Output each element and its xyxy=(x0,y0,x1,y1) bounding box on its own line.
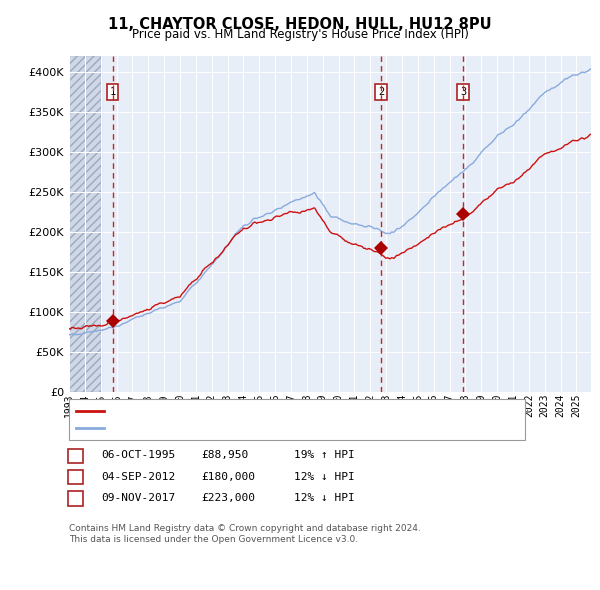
Text: 04-SEP-2012: 04-SEP-2012 xyxy=(101,472,175,481)
Text: 11, CHAYTOR CLOSE, HEDON, HULL, HU12 8PU: 11, CHAYTOR CLOSE, HEDON, HULL, HU12 8PU xyxy=(108,17,492,31)
Text: HPI: Average price, detached house, East Riding of Yorkshire: HPI: Average price, detached house, East… xyxy=(109,423,424,433)
Text: £88,950: £88,950 xyxy=(201,451,248,460)
Text: 12% ↓ HPI: 12% ↓ HPI xyxy=(294,493,355,503)
Text: 1: 1 xyxy=(110,87,116,97)
Text: Price paid vs. HM Land Registry's House Price Index (HPI): Price paid vs. HM Land Registry's House … xyxy=(131,28,469,41)
Text: This data is licensed under the Open Government Licence v3.0.: This data is licensed under the Open Gov… xyxy=(69,535,358,543)
Text: £223,000: £223,000 xyxy=(201,493,255,503)
Bar xyxy=(69,56,101,392)
Bar xyxy=(69,56,101,392)
Text: 3: 3 xyxy=(72,493,79,503)
Text: 19% ↑ HPI: 19% ↑ HPI xyxy=(294,451,355,460)
Text: 1: 1 xyxy=(72,451,79,460)
Text: 2: 2 xyxy=(378,87,384,97)
Text: 11, CHAYTOR CLOSE, HEDON, HULL, HU12 8PU (detached house): 11, CHAYTOR CLOSE, HEDON, HULL, HU12 8PU… xyxy=(109,406,447,416)
Text: Contains HM Land Registry data © Crown copyright and database right 2024.: Contains HM Land Registry data © Crown c… xyxy=(69,524,421,533)
Text: 3: 3 xyxy=(460,87,466,97)
Text: 09-NOV-2017: 09-NOV-2017 xyxy=(101,493,175,503)
Text: 06-OCT-1995: 06-OCT-1995 xyxy=(101,451,175,460)
Text: 12% ↓ HPI: 12% ↓ HPI xyxy=(294,472,355,481)
Text: 2: 2 xyxy=(72,472,79,481)
Text: £180,000: £180,000 xyxy=(201,472,255,481)
